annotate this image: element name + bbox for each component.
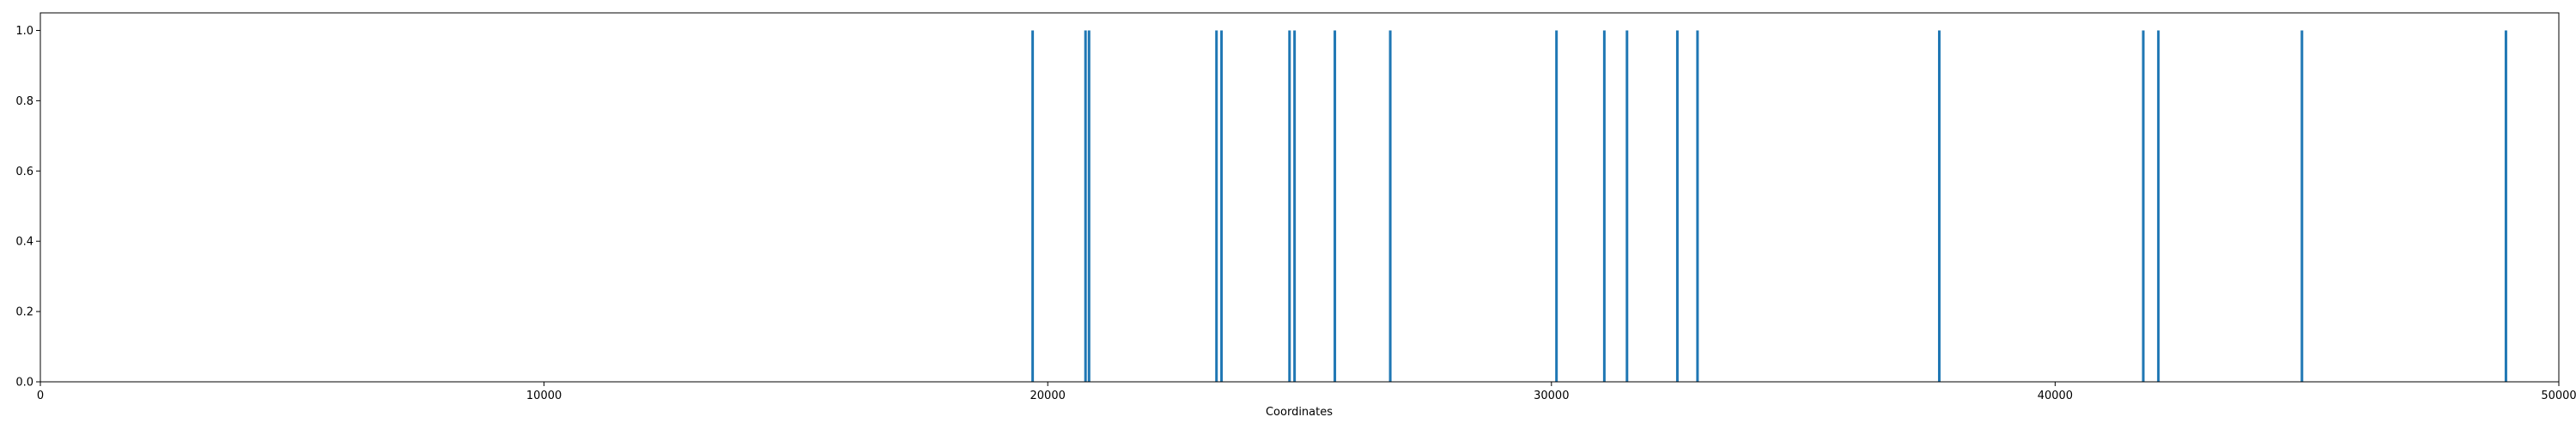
bar xyxy=(1215,30,1218,382)
y-tick-label: 0.2 xyxy=(15,306,33,319)
y-tick-label: 1.0 xyxy=(15,25,33,38)
y-tick-label: 0.8 xyxy=(15,95,33,108)
x-tick-label: 10000 xyxy=(526,390,562,402)
bar xyxy=(2142,30,2145,382)
plot-frame xyxy=(39,12,2560,383)
bar xyxy=(1937,30,1941,382)
y-axis-ticks: 0.0 0.2 0.4 0.6 0.8 1.0 xyxy=(15,25,40,390)
bar xyxy=(1084,30,1087,382)
bar xyxy=(1602,30,1606,382)
x-tick-label: 20000 xyxy=(1030,390,1066,402)
bar xyxy=(2157,30,2160,382)
x-tick-label: 30000 xyxy=(1534,390,1569,402)
y-tick-label: 0.0 xyxy=(15,377,33,390)
x-axis-label: Coordinates xyxy=(1266,406,1333,419)
bar xyxy=(1625,30,1629,382)
bar xyxy=(2504,30,2507,382)
bar xyxy=(1087,30,1091,382)
bar xyxy=(1696,30,1699,382)
x-tick-label: 50000 xyxy=(2541,390,2576,402)
plot-background xyxy=(40,13,2559,382)
x-axis-ticks: 0 10000 20000 30000 40000 50000 xyxy=(37,382,2576,402)
bar xyxy=(1288,30,1291,382)
bar xyxy=(1555,30,1558,382)
bar xyxy=(1031,30,1035,382)
bar xyxy=(1293,30,1297,382)
y-tick-label: 0.6 xyxy=(15,166,33,178)
bar xyxy=(2300,30,2304,382)
bar xyxy=(1334,30,1337,382)
bar xyxy=(1675,30,1679,382)
y-tick-label: 0.4 xyxy=(15,236,33,249)
bar xyxy=(1388,30,1392,382)
x-tick-label: 0 xyxy=(37,390,44,402)
x-tick-label: 40000 xyxy=(2038,390,2073,402)
bars xyxy=(1031,30,2507,382)
bar xyxy=(1220,30,1224,382)
